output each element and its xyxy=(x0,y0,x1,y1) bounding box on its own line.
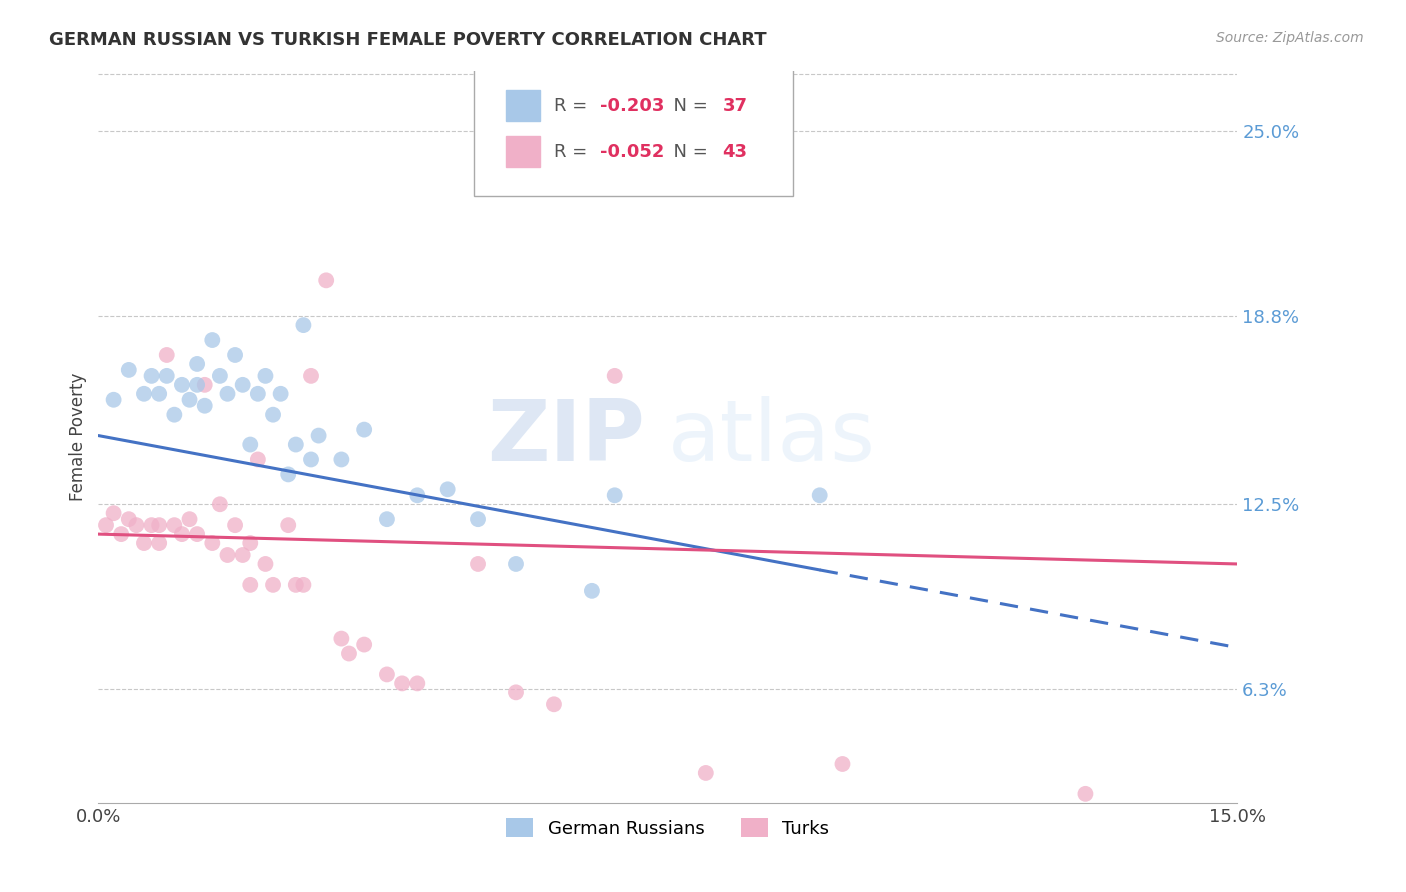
Point xyxy=(330,452,353,467)
Point xyxy=(194,377,217,392)
Point xyxy=(808,488,831,502)
Point xyxy=(170,527,193,541)
Point xyxy=(232,377,254,392)
Legend: German Russians, Turks: German Russians, Turks xyxy=(499,811,837,845)
Point xyxy=(505,685,527,699)
Point xyxy=(254,368,277,383)
Point xyxy=(201,333,224,347)
Point xyxy=(246,386,269,401)
Point xyxy=(284,437,307,451)
Point xyxy=(292,318,315,332)
Point xyxy=(581,583,603,598)
Text: 43: 43 xyxy=(723,143,748,161)
Point xyxy=(467,557,489,571)
Point xyxy=(375,512,398,526)
Text: -0.203: -0.203 xyxy=(599,96,664,115)
Text: R =: R = xyxy=(554,96,593,115)
Point xyxy=(118,363,141,377)
Point xyxy=(277,467,299,482)
Point xyxy=(179,512,201,526)
Point xyxy=(284,578,307,592)
Point xyxy=(831,756,853,771)
Point xyxy=(132,386,155,401)
Point xyxy=(239,536,262,550)
Point xyxy=(148,518,170,533)
Point xyxy=(246,452,269,467)
Bar xyxy=(506,136,540,167)
Point xyxy=(224,348,246,362)
Point xyxy=(406,676,429,690)
Point xyxy=(163,518,186,533)
Point xyxy=(179,392,201,407)
Point xyxy=(353,423,375,437)
Text: N =: N = xyxy=(662,143,714,161)
Point xyxy=(156,368,179,383)
Point xyxy=(118,512,141,526)
Bar xyxy=(506,90,540,121)
Point xyxy=(543,698,565,712)
Point xyxy=(254,557,277,571)
Point xyxy=(141,368,163,383)
Point xyxy=(1074,787,1097,801)
Point xyxy=(330,632,353,646)
Point xyxy=(125,518,148,533)
Text: atlas: atlas xyxy=(668,395,876,479)
Point xyxy=(315,273,337,287)
Point xyxy=(232,548,254,562)
Point xyxy=(224,518,246,533)
Point xyxy=(505,557,527,571)
Point xyxy=(337,647,360,661)
Point xyxy=(239,578,262,592)
Point xyxy=(141,518,163,533)
Point xyxy=(148,386,170,401)
Text: Source: ZipAtlas.com: Source: ZipAtlas.com xyxy=(1216,31,1364,45)
Point xyxy=(292,578,315,592)
Point xyxy=(239,437,262,451)
Text: N =: N = xyxy=(662,96,714,115)
Point xyxy=(148,536,170,550)
Point xyxy=(467,512,489,526)
Y-axis label: Female Poverty: Female Poverty xyxy=(69,373,87,501)
Point xyxy=(208,368,231,383)
Point xyxy=(186,377,208,392)
Point xyxy=(353,638,375,652)
Text: ZIP: ZIP xyxy=(488,395,645,479)
Point xyxy=(170,377,193,392)
Text: 37: 37 xyxy=(723,96,748,115)
Point xyxy=(217,548,239,562)
Point xyxy=(299,452,322,467)
Point xyxy=(110,527,132,541)
Point xyxy=(186,527,208,541)
Point xyxy=(103,392,125,407)
FancyBboxPatch shape xyxy=(474,68,793,195)
Point xyxy=(103,506,125,520)
Text: GERMAN RUSSIAN VS TURKISH FEMALE POVERTY CORRELATION CHART: GERMAN RUSSIAN VS TURKISH FEMALE POVERTY… xyxy=(49,31,766,49)
Point xyxy=(156,348,179,362)
Point xyxy=(695,766,717,780)
Text: -0.052: -0.052 xyxy=(599,143,664,161)
Point xyxy=(186,357,208,371)
Point xyxy=(163,408,186,422)
Point xyxy=(217,386,239,401)
Point xyxy=(308,428,330,442)
Point xyxy=(406,488,429,502)
Point xyxy=(277,518,299,533)
Point xyxy=(262,408,284,422)
Point xyxy=(94,518,117,533)
Point xyxy=(194,399,217,413)
Point xyxy=(375,667,398,681)
Point xyxy=(299,368,322,383)
Point xyxy=(132,536,155,550)
Point xyxy=(436,483,458,497)
Point xyxy=(208,497,231,511)
Point xyxy=(201,536,224,550)
Point xyxy=(270,386,292,401)
Point xyxy=(391,676,413,690)
Point xyxy=(262,578,284,592)
Text: R =: R = xyxy=(554,143,593,161)
Point xyxy=(603,488,626,502)
Point xyxy=(603,368,626,383)
